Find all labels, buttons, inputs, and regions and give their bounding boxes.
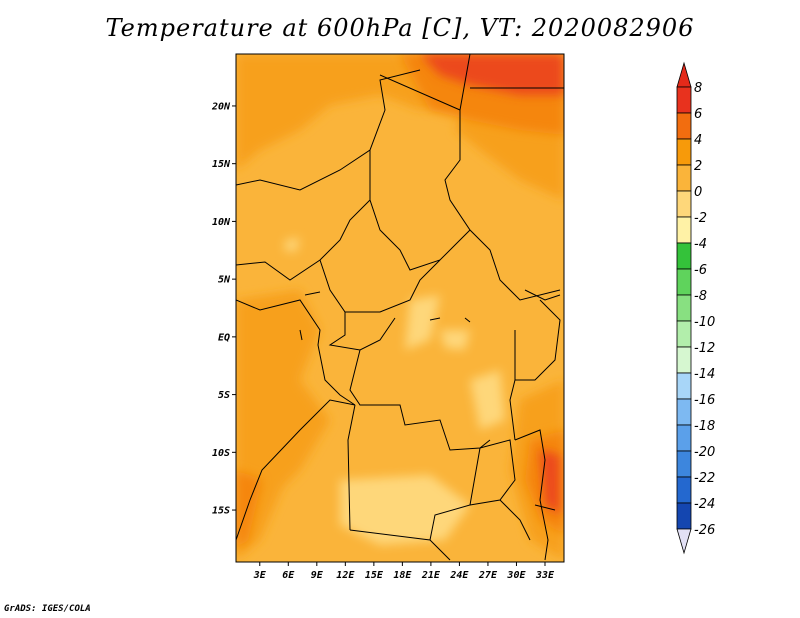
colorbar-label: 0	[694, 185, 702, 200]
colorbar-segment	[676, 476, 692, 504]
colorbar-segment	[676, 268, 692, 296]
colorbar-segment	[676, 450, 692, 478]
lon-label: 33E	[535, 570, 555, 581]
lon-label: 12E	[336, 570, 355, 581]
colorbar-label: -14	[694, 367, 715, 382]
lon-label: 21E	[421, 570, 441, 581]
lat-label: 5S	[218, 390, 230, 401]
lat-label: 10S	[212, 448, 230, 459]
colorbar-segment	[676, 242, 692, 270]
colorbar-label: -20	[694, 445, 715, 460]
lon-label: 30E	[506, 570, 526, 581]
colorbar-label: -12	[694, 341, 715, 356]
colorbar-label: 2	[694, 159, 702, 174]
colorbar-label: -10	[694, 315, 715, 330]
colorbar-label: -18	[694, 419, 715, 434]
colorbar-top-arrow	[676, 61, 692, 88]
lat-label: EQ	[218, 332, 230, 343]
colorbar-segment	[676, 372, 692, 400]
colorbar-segment	[676, 346, 692, 374]
colorbar-label: -2	[694, 211, 707, 226]
colorbar-label: -22	[694, 471, 715, 486]
lon-label: 3E	[253, 570, 267, 581]
colorbar-segment	[676, 138, 692, 166]
field-6-to-8	[420, 54, 564, 515]
colorbar-segment	[676, 190, 692, 218]
colorbar-bottom-arrow	[676, 528, 692, 555]
colorbar-label: 8	[694, 81, 702, 96]
temperature-field	[236, 54, 564, 562]
colorbar-label: -6	[694, 263, 707, 278]
lon-label: 6E	[282, 570, 295, 581]
credit-text: GrADS: IGES/COLA	[4, 604, 91, 614]
colorbar-label: -26	[694, 523, 715, 538]
colorbar-label: -24	[694, 497, 715, 512]
colorbar-label: -8	[694, 289, 707, 304]
map-frame	[235, 53, 565, 563]
lon-label: 9E	[311, 570, 324, 581]
colorbar-segment	[676, 216, 692, 244]
lat-label: 15N	[212, 159, 231, 170]
colorbar-segment	[676, 424, 692, 452]
colorbar: 8 6 4 2 0 -2 -4 -6 -8 -10 -12 -14 -16 -18 -20 -22 -24 -26	[676, 61, 715, 555]
country-boundaries	[236, 54, 564, 561]
colorbar-label: -4	[694, 237, 707, 252]
lat-label: 20N	[211, 101, 231, 112]
page-title: Temperature at 600hPa [C], VT: 202008290…	[105, 14, 695, 42]
lon-label: 24E	[449, 570, 469, 581]
lon-label: 18E	[393, 570, 412, 581]
colorbar-segment	[676, 112, 692, 140]
colorbar-segment	[676, 164, 692, 192]
lat-label: 15S	[212, 506, 230, 517]
colorbar-label: -16	[694, 393, 715, 408]
lon-label: 15E	[365, 570, 384, 581]
field-minus2-to-0	[284, 238, 505, 545]
longitude-axis: 3E 6E 9E 12E 15E 18E 21E 24E 27E 30E 33E	[253, 562, 555, 581]
colorbar-segment	[676, 86, 692, 114]
colorbar-label: 4	[694, 133, 702, 148]
colorbar-label: 6	[694, 107, 702, 122]
colorbar-segment	[676, 320, 692, 348]
colorbar-segment	[676, 294, 692, 322]
latitude-axis: 20N 15N 10N 5N EQ 5S 10S 15S	[211, 101, 236, 517]
colorbar-segment	[676, 502, 692, 530]
colorbar-segment	[676, 398, 692, 426]
lon-label: 27E	[478, 570, 498, 581]
lat-label: 5N	[218, 275, 231, 286]
lat-label: 10N	[212, 217, 231, 228]
